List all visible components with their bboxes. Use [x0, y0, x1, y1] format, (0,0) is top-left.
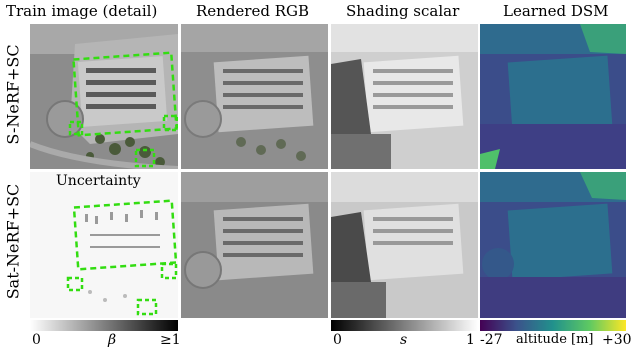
highlight-box	[160, 262, 178, 280]
panel-train-image	[30, 24, 178, 169]
panel-shading-scalar	[331, 24, 478, 169]
highlight-box	[136, 298, 158, 316]
colorbar-beta	[30, 320, 178, 331]
uncertainty-label: Uncertainty	[56, 173, 141, 189]
panel-rendered-rgb	[181, 24, 328, 169]
panel-shading-scalar-2	[331, 172, 478, 318]
colorbar-beta-symbol: β	[108, 332, 117, 348]
colorbar-altitude-label: altitude [m]	[516, 332, 594, 347]
highlight-box	[66, 276, 84, 292]
panel-uncertainty	[30, 172, 178, 318]
highlight-box	[68, 120, 84, 136]
panel-learned-dsm	[480, 24, 626, 169]
colorbar-beta-max: ≥1	[160, 332, 181, 348]
highlight-box	[134, 148, 156, 168]
row-label-bottom: Sat-NeRF+SC	[3, 183, 23, 300]
panel-learned-dsm-2	[480, 172, 626, 318]
colorbar-beta-min: 0	[32, 332, 41, 348]
panel-rendered-rgb-2	[181, 172, 328, 318]
colorbar-shading-min: 0	[333, 332, 342, 348]
column-title-rgb: Rendered RGB	[196, 2, 310, 20]
highlight-box	[72, 51, 178, 137]
column-title-dsm: Learned DSM	[503, 2, 609, 20]
colorbar-shading-max: 1	[466, 332, 475, 348]
colorbar-altitude-min: -27	[480, 332, 503, 348]
colorbar-shading	[331, 320, 478, 331]
row-label-top: S-NeRF+SC	[3, 44, 23, 145]
colorbar-shading-symbol: s	[400, 332, 408, 348]
column-title-train: Train image (detail)	[6, 2, 158, 20]
colorbar-altitude-max: +30	[602, 332, 632, 348]
column-title-shading: Shading scalar	[346, 2, 460, 20]
colorbar-altitude	[480, 320, 626, 331]
